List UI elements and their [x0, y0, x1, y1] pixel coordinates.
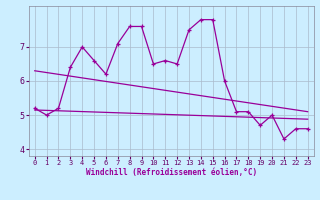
X-axis label: Windchill (Refroidissement éolien,°C): Windchill (Refroidissement éolien,°C)	[86, 168, 257, 177]
